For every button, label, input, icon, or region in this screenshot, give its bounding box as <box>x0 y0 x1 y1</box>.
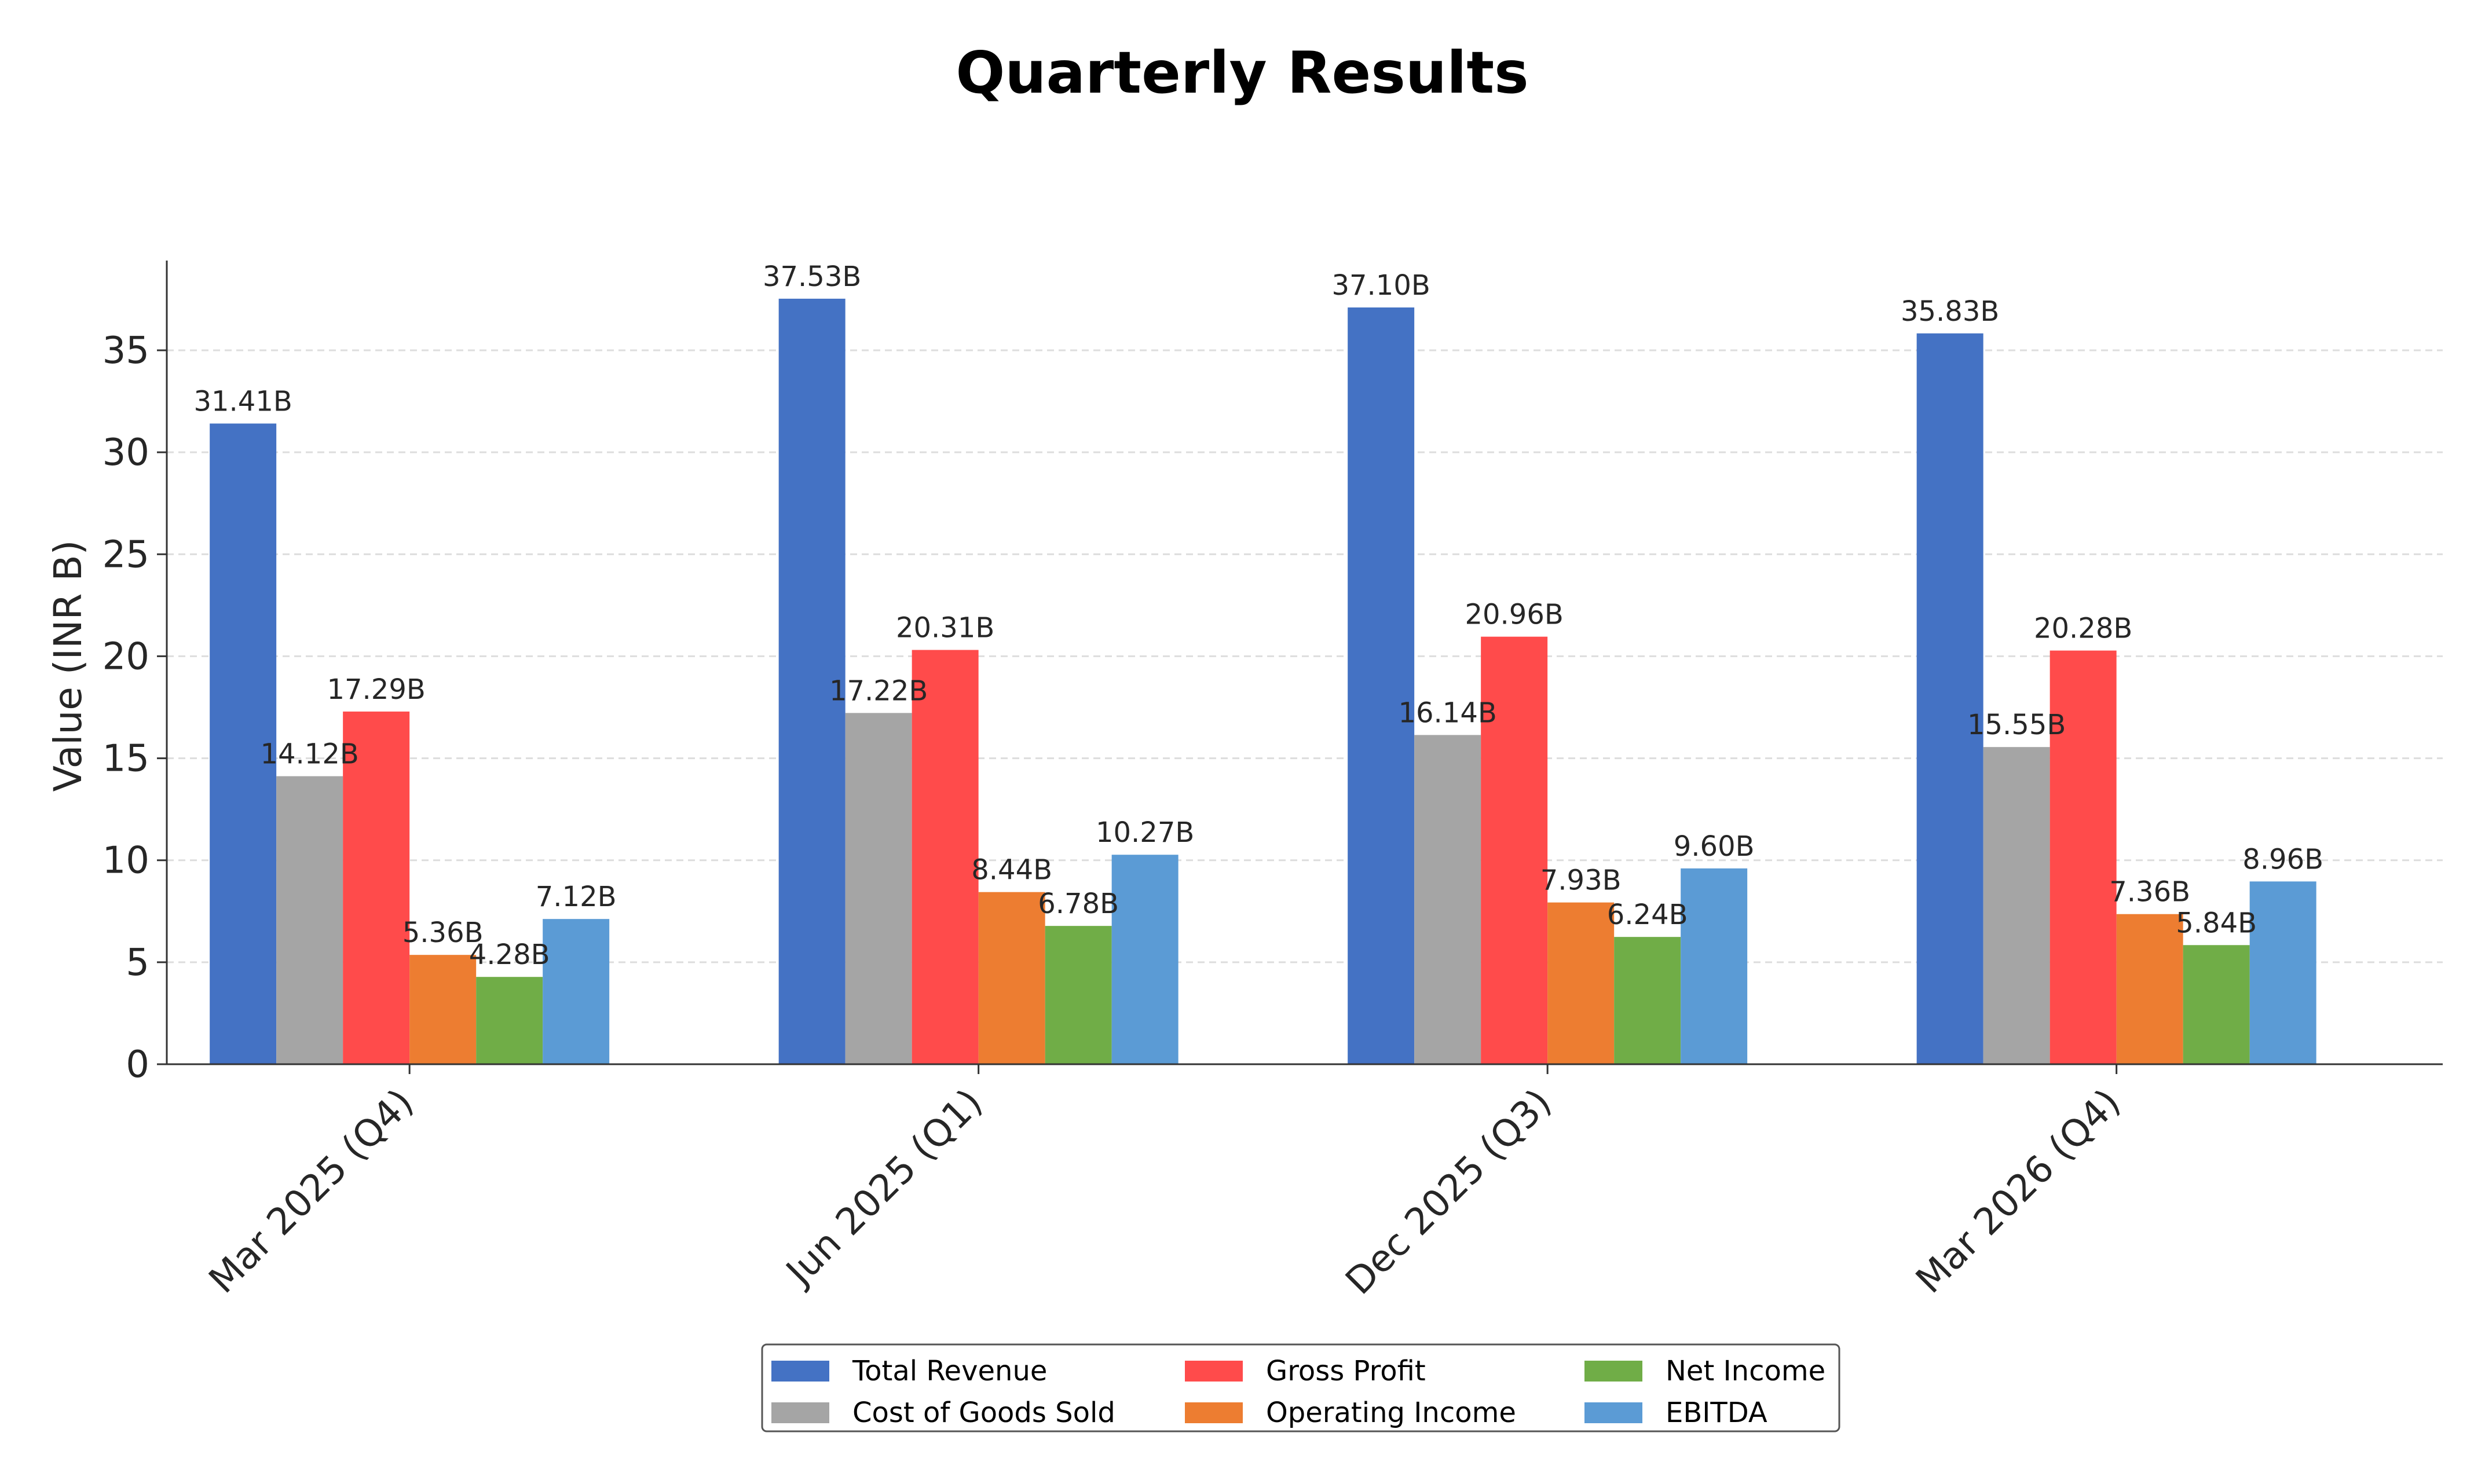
bar-operating-income-1 <box>978 892 1045 1064</box>
axes <box>166 261 2443 1065</box>
bars <box>210 298 2316 1064</box>
bar-value-label: 7.12B <box>536 881 617 913</box>
y-tick-label: 0 <box>126 1043 149 1086</box>
bar-operating-income-2 <box>1547 902 1615 1064</box>
bar-value-label: 20.96B <box>1465 599 1563 631</box>
legend: Total Revenue Cost of Goods Sold Gross Pro… <box>761 1343 1840 1432</box>
legend-label: Operating Income <box>1266 1397 1516 1429</box>
bar-net-income-2 <box>1614 937 1681 1064</box>
bar-value-label: 35.83B <box>1901 295 1999 328</box>
legend-swatch <box>1185 1361 1243 1382</box>
x-ticks: Mar 2025 (Q4) Jun 2025 (Q1) Dec 2025 (Q3) M… <box>201 1064 2129 1303</box>
bar-value-label: 14.12B <box>260 738 358 771</box>
bar-operating-income-3 <box>2116 914 2183 1064</box>
bar-total-revenue-2 <box>1348 307 1415 1064</box>
legend-label: EBITDA <box>1666 1397 1767 1429</box>
x-tick-label: Mar 2025 (Q4) <box>201 1081 422 1302</box>
bar-value-label: 5.84B <box>2176 907 2257 939</box>
bar-total-revenue-3 <box>1916 333 1983 1064</box>
y-tick-label: 20 <box>103 635 149 678</box>
bar-value-label: 7.93B <box>1540 864 1622 897</box>
bar-total-revenue-1 <box>778 298 846 1064</box>
legend-label: Total Revenue <box>852 1355 1047 1387</box>
bar-value-label: 16.14B <box>1398 697 1496 729</box>
bar-gross-profit-1 <box>912 650 979 1064</box>
bar-cost-of-goods-sold-0 <box>276 776 343 1064</box>
x-tick-label: Mar 2026 (Q4) <box>1908 1081 2129 1302</box>
bar-cost-of-goods-sold-3 <box>1983 747 2050 1064</box>
bar-value-label: 37.10B <box>1331 269 1430 302</box>
bar-ebitda-1 <box>1111 855 1179 1064</box>
bar-value-label: 37.53B <box>763 261 861 293</box>
bar-value-label: 17.22B <box>829 675 928 707</box>
bar-value-label: 20.31B <box>896 612 994 644</box>
y-tick-label: 25 <box>103 533 149 576</box>
y-tick-label: 5 <box>126 941 149 984</box>
bar-total-revenue-0 <box>210 423 277 1064</box>
legend-swatch <box>771 1402 829 1423</box>
bar-gross-profit-2 <box>1481 636 1548 1064</box>
bar-cost-of-goods-sold-1 <box>845 713 912 1064</box>
bar-value-label: 8.44B <box>971 854 1052 886</box>
bar-gross-profit-0 <box>343 711 410 1064</box>
bar-value-label: 9.60B <box>1674 830 1755 863</box>
y-tick-label: 10 <box>103 840 149 882</box>
bar-value-label: 7.36B <box>2109 876 2190 908</box>
bar-net-income-1 <box>1045 926 1112 1064</box>
bar-value-label: 4.28B <box>469 939 550 971</box>
legend-swatch <box>1584 1402 1642 1423</box>
legend-label: Cost of Goods Sold <box>852 1397 1115 1429</box>
bar-value-label: 31.41B <box>193 385 292 417</box>
bar-value-label: 8.96B <box>2242 843 2323 875</box>
legend-swatch <box>771 1361 829 1382</box>
legend-label: Net Income <box>1666 1355 1825 1387</box>
bar-value-label: 20.28B <box>2034 613 2132 645</box>
y-tick-label: 15 <box>103 738 149 781</box>
bar-cost-of-goods-sold-2 <box>1414 735 1481 1064</box>
bar-value-label: 15.55B <box>1967 709 2066 741</box>
y-axis-label: Value (INR B) <box>46 540 90 792</box>
legend-swatch <box>1584 1361 1642 1382</box>
bar-value-label: 17.29B <box>327 673 425 706</box>
bar-value-label: 10.27B <box>1096 816 1194 849</box>
legend-label: Gross Profit <box>1266 1355 1426 1387</box>
y-tick-label: 35 <box>103 329 149 372</box>
bar-ebitda-0 <box>543 919 610 1064</box>
y-tick-label: 30 <box>103 431 149 474</box>
bar-ebitda-2 <box>1681 868 1748 1064</box>
bar-value-label: 5.36B <box>402 917 484 949</box>
x-tick-label: Jun 2025 (Q1) <box>777 1081 991 1295</box>
bar-net-income-0 <box>476 977 543 1064</box>
bar-ebitda-3 <box>2249 881 2316 1064</box>
chart-title: Quarterly Results <box>956 39 1528 107</box>
y-ticks: 0 5 10 15 20 25 30 35 <box>103 329 167 1086</box>
bar-value-label: 6.24B <box>1607 899 1688 931</box>
legend-box <box>761 1343 1840 1432</box>
x-tick-label: Dec 2025 (Q3) <box>1338 1081 1560 1303</box>
bar-net-income-3 <box>2183 945 2250 1064</box>
grid-lines <box>167 349 2443 963</box>
legend-swatch <box>1185 1402 1243 1423</box>
bar-operating-income-0 <box>409 955 477 1064</box>
bar-value-label: 6.78B <box>1038 888 1119 920</box>
bar-gross-profit-3 <box>2050 650 2117 1064</box>
